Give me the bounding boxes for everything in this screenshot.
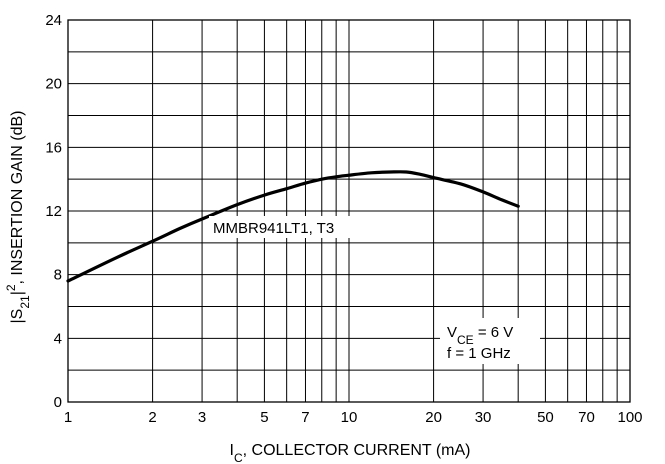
- subscript-text: 21: [18, 295, 32, 309]
- y-tick-label: 20: [45, 76, 62, 93]
- x-axis-title: IC, COLLECTOR CURRENT (mA): [230, 442, 471, 464]
- x-tick-label: 7: [301, 409, 309, 426]
- x-tick-label: 50: [537, 409, 554, 426]
- series-label-background: [209, 216, 359, 238]
- x-tick-label: 30: [475, 409, 492, 426]
- condition-vce: VCE = 6 V: [447, 324, 513, 347]
- subscript-text: C: [234, 451, 243, 464]
- y-axis-title: |S21|2, INSERTION GAIN (dB): [4, 111, 32, 324]
- y-tick-label: 16: [45, 139, 62, 156]
- x-tick-label: 10: [341, 409, 358, 426]
- y-tick-label: 12: [45, 203, 62, 220]
- x-tick-label: 2: [148, 409, 156, 426]
- x-tick-label: 3: [198, 409, 206, 426]
- conditions-background: [440, 318, 540, 364]
- x-tick-label: 5: [260, 409, 268, 426]
- x-tick-label: 20: [425, 409, 442, 426]
- text-run: , INSERTION GAIN (dB): [9, 111, 26, 285]
- subscript-text: CE: [457, 333, 474, 347]
- text-run: |S: [9, 309, 26, 324]
- text-run: V: [447, 324, 457, 341]
- y-tick-label: 24: [45, 12, 62, 29]
- x-gridlines: [67, 20, 631, 402]
- text-run: f = 1 GHz: [447, 345, 511, 362]
- series-line: [66, 170, 520, 283]
- x-tick-labels: 1 2 3 5 7 10 20 30 50 70 100: [64, 409, 643, 426]
- y-tick-label: 0: [54, 394, 62, 411]
- y-tick-labels: 0 4 8 12 16 20 24: [45, 12, 62, 411]
- text-run: , COLLECTOR CURRENT (mA): [243, 442, 471, 459]
- x-tick-label: 70: [578, 409, 595, 426]
- text-run: |: [9, 291, 26, 295]
- superscript-text: 2: [4, 284, 18, 291]
- y-tick-label: 4: [54, 330, 62, 347]
- condition-frequency: f = 1 GHz: [447, 345, 511, 362]
- text-run: = 6 V: [474, 324, 514, 341]
- x-tick-label: 1: [64, 409, 72, 426]
- plot-frame: [67, 19, 631, 403]
- text-run: I: [230, 442, 234, 459]
- y-tick-label: 8: [54, 267, 62, 284]
- x-tick-label: 100: [617, 409, 642, 426]
- series-label: MMBR941LT1, T3: [213, 220, 334, 237]
